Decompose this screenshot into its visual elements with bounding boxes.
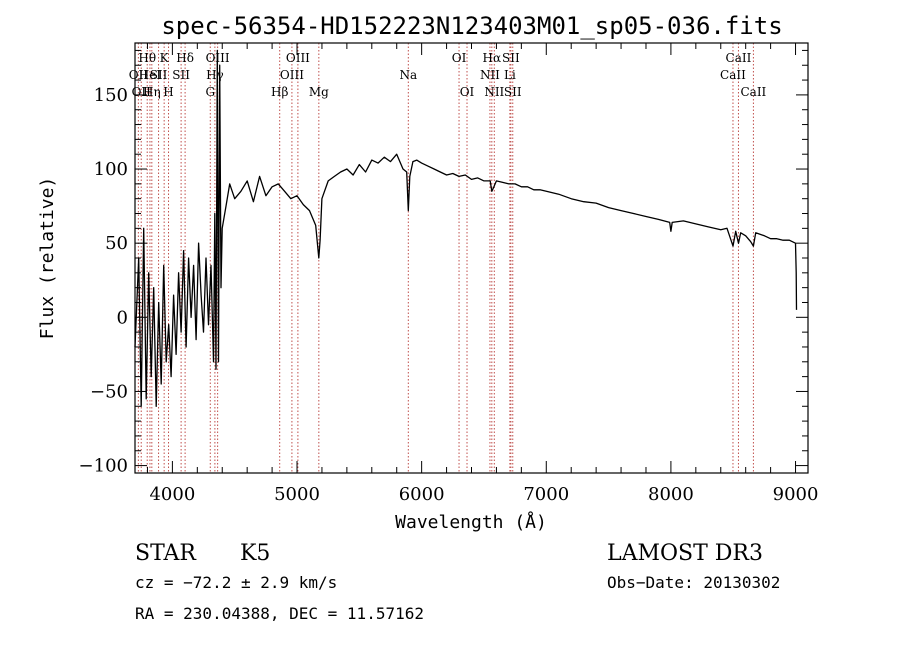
line-marker-label: Hθ (138, 51, 156, 65)
line-marker-label: OIII (286, 51, 310, 65)
x-axis: 4000 5000 6000 7000 8000 9000 (146, 43, 819, 505)
redshift-readout: cz = −72.2 ± 2.9 km/s (135, 573, 337, 592)
line-marker-label: NII (480, 68, 500, 82)
line-marker-label: OIII (280, 68, 304, 82)
coordinates: RA = 230.04388, DEC = 11.57162 (135, 604, 424, 623)
line-marker-label: SII (150, 68, 168, 82)
line-label-group: OIIOIIHθHeIHηSIIKHSIIHδGHγOIIIHβOIIIOIII… (129, 51, 767, 99)
line-marker-label: OII (132, 85, 152, 99)
line-marker-label: Mg (309, 85, 329, 99)
line-marker-label: K (160, 51, 170, 65)
chart-title: spec-56354-HD152223N123403M01_sp05-036.f… (161, 12, 782, 40)
line-marker-label: Hβ (271, 85, 288, 99)
y-tick-label: −50 (90, 381, 128, 402)
obs-date: Obs−Date: 20130302 (607, 573, 780, 592)
line-marker-label: OI (460, 85, 475, 99)
line-marker-label: NII (484, 85, 504, 99)
line-marker-label: G (205, 85, 215, 99)
y-tick-label: 50 (105, 233, 128, 254)
line-marker-group (137, 43, 754, 473)
x-tick-label: 7000 (523, 484, 569, 505)
line-marker-label: Hδ (176, 51, 194, 65)
line-marker-label: OII (129, 68, 149, 82)
line-marker-label: H (163, 85, 173, 99)
line-marker-label: SII (504, 85, 522, 99)
line-marker-label: SII (172, 68, 190, 82)
line-marker-label: OI (452, 51, 467, 65)
y-tick-label: 150 (94, 85, 128, 106)
survey-name: LAMOST DR3 (607, 541, 763, 566)
x-axis-title: Wavelength (Å) (395, 511, 547, 533)
line-marker-label: CaII (720, 68, 746, 82)
line-marker-label: Li (504, 68, 516, 82)
x-tick-label: 9000 (773, 484, 819, 505)
y-axis: −100 −50 0 50 100 150 (79, 49, 808, 477)
y-axis-title: Flux (relative) (37, 177, 58, 340)
plot-frame (134, 42, 809, 474)
object-subclass: K5 (240, 541, 270, 566)
y-tick-label: 100 (94, 159, 128, 180)
spectrum-line (134, 49, 798, 407)
line-marker-label: Hα (483, 51, 502, 65)
y-tick-label: −100 (79, 456, 128, 477)
line-marker-label: CaII (726, 51, 752, 65)
object-class: STAR (135, 541, 197, 566)
y-tick-label: 0 (117, 307, 128, 328)
line-marker-label: HeI (139, 68, 162, 82)
line-marker-label: Hγ (206, 68, 224, 82)
x-tick-label: 8000 (648, 484, 694, 505)
x-tick-label: 6000 (399, 484, 445, 505)
line-marker-label: CaII (740, 85, 766, 99)
x-tick-label: 5000 (274, 484, 320, 505)
line-marker-label: Hη (143, 85, 161, 99)
line-marker-label: SII (502, 51, 520, 65)
x-tick-label: 4000 (149, 484, 195, 505)
line-marker-label: Na (399, 68, 417, 82)
